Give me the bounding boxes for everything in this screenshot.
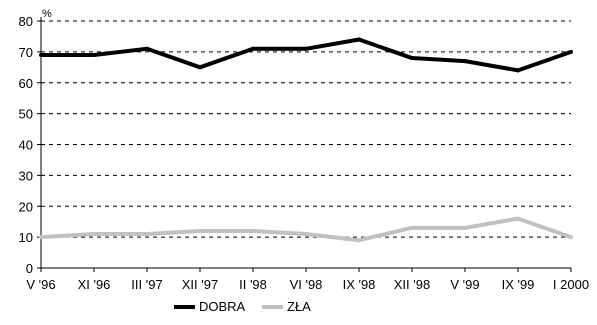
data-point (410, 225, 414, 230)
series-line-dobra (41, 37, 572, 73)
x-tick-label: XI '96 (78, 277, 111, 292)
legend: DOBRA ZŁA (174, 299, 311, 314)
data-point (569, 235, 573, 240)
data-point (39, 235, 43, 240)
data-point (92, 52, 96, 57)
y-tick-label: 80 (19, 14, 33, 29)
x-tick-label: V '99 (450, 277, 479, 292)
y-tick-label: 20 (19, 199, 33, 214)
x-tick-label: IX '99 (502, 277, 535, 292)
data-point (251, 46, 255, 51)
x-tick-label: XII '98 (394, 277, 430, 292)
data-point (92, 232, 96, 237)
data-point (145, 46, 149, 51)
y-tick-label: 50 (19, 107, 33, 122)
x-tick-label: IX '98 (343, 277, 376, 292)
x-tick-label: I 2000 (553, 277, 589, 292)
y-tick-label: 60 (19, 76, 33, 91)
data-point (463, 59, 467, 64)
y-axis-unit-label: % (42, 8, 52, 20)
data-point (516, 216, 520, 221)
data-point (304, 46, 308, 51)
x-tick-label: XII '97 (182, 277, 218, 292)
data-point (410, 56, 414, 61)
data-point (304, 232, 308, 237)
data-point (145, 232, 149, 237)
x-tick-label: III '97 (131, 277, 162, 292)
data-point (198, 65, 202, 70)
y-tick-label: 30 (19, 168, 33, 183)
y-tick-label: 70 (19, 45, 33, 60)
x-tick-label: VI '98 (290, 277, 323, 292)
series-lines (39, 37, 573, 243)
axes: 0 10 20 30 40 50 60 70 80 V '96 XI '96 III '97 XII '… (19, 14, 590, 292)
data-point (357, 238, 361, 243)
legend-label: ZŁA (287, 299, 311, 314)
data-point (198, 228, 202, 233)
data-point (251, 228, 255, 233)
data-point (463, 225, 467, 230)
y-tick-label: 10 (19, 230, 33, 245)
data-point (569, 49, 573, 54)
legend-label: DOBRA (199, 299, 246, 314)
x-tick-label: II '98 (239, 277, 267, 292)
y-tick-label: 0 (26, 261, 33, 276)
data-point (357, 37, 361, 42)
legend-item: DOBRA (174, 299, 246, 314)
data-point (39, 52, 43, 57)
data-point (516, 68, 520, 73)
legend-item: ZŁA (262, 299, 311, 314)
x-tick-label: V '96 (26, 277, 55, 292)
y-tick-label: 40 (19, 138, 33, 153)
